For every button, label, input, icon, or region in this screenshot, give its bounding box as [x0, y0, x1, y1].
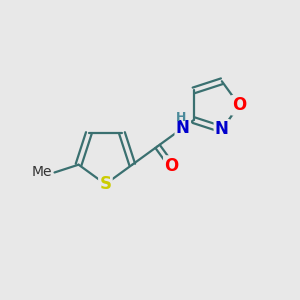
Text: H: H — [176, 111, 187, 124]
Text: N: N — [215, 120, 229, 138]
Text: Me: Me — [32, 166, 52, 179]
Text: O: O — [232, 96, 246, 114]
Text: O: O — [164, 157, 178, 175]
Text: S: S — [99, 175, 111, 193]
Text: N: N — [176, 119, 190, 137]
